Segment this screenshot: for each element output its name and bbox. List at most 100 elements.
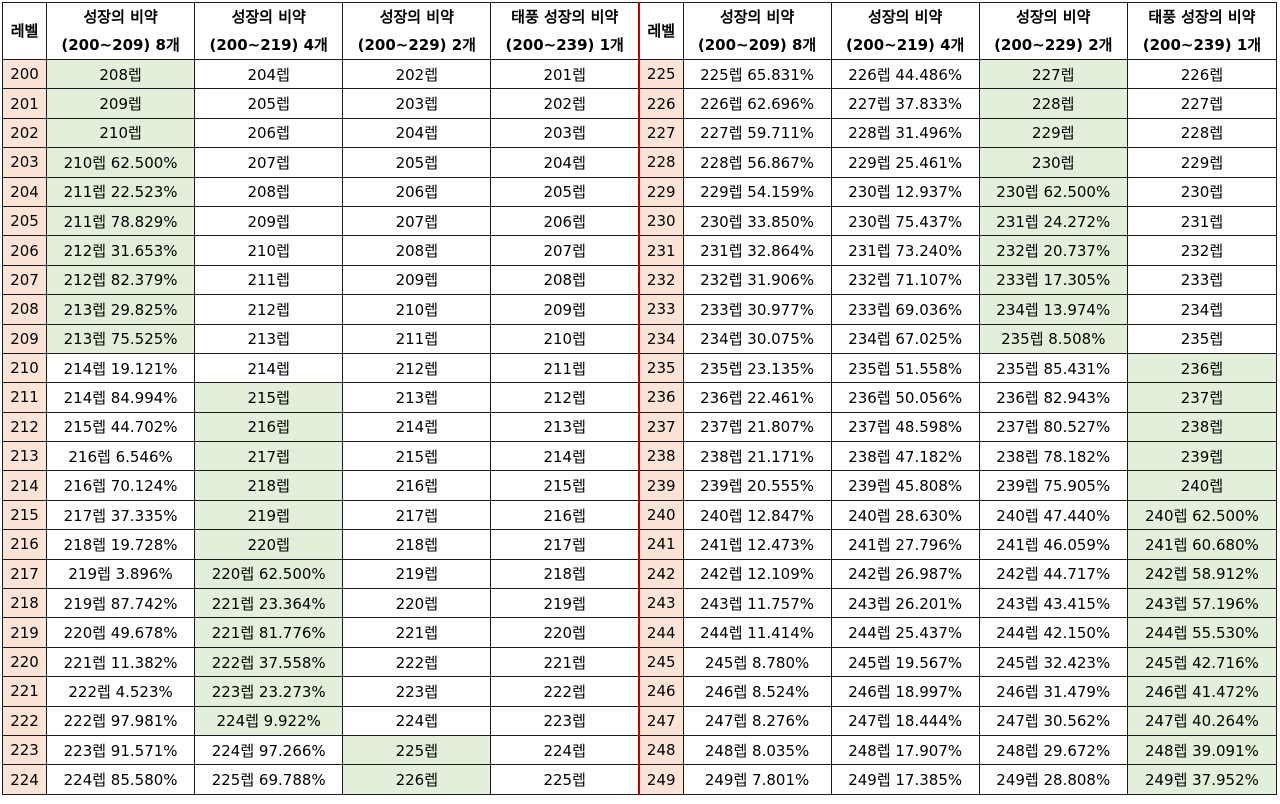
level-cell: 240 (638, 499, 684, 531)
result-cell: 236렙 (1126, 352, 1278, 384)
table-row: 223 223렙 91.571% 224렙 97.266% 225렙 224렙 248 24… (1, 734, 1278, 766)
result-cell: 225렙 65.831% (682, 58, 832, 90)
result-cell: 245렙 32.423% (978, 646, 1128, 678)
result-cell: 213렙 29.825% (46, 294, 196, 325)
result-cell: 237렙 80.527% (978, 411, 1128, 443)
header-col-4-right: 태풍 성장의 비약 (200~239) 1개 (1126, 2, 1278, 60)
header-col-1-right: 성장의 비약 (200~209) 8개 (682, 2, 832, 60)
header-col-2-left: 성장의 비약 (200~219) 4개 (194, 2, 344, 60)
level-cell: 207 (1, 264, 48, 296)
header-title: 성장의 비약 (1016, 8, 1091, 26)
header-col-3-right: 성장의 비약 (200~229) 2개 (978, 2, 1128, 60)
result-cell: 220렙 (342, 588, 492, 619)
result-cell: 235렙 8.508% (978, 323, 1128, 354)
result-cell: 248렙 39.091% (1126, 734, 1278, 766)
result-cell: 213렙 (342, 382, 492, 413)
level-cell: 211 (1, 382, 48, 413)
result-cell: 243렙 11.757% (682, 588, 832, 619)
result-cell: 233렙 30.977% (682, 294, 832, 325)
result-cell: 202렙 (342, 58, 492, 90)
table-row: 212 215렙 44.702% 216렙 214렙 213렙 237 237렙 21.80… (1, 411, 1278, 443)
result-cell: 230렙 75.437% (830, 205, 980, 237)
result-cell: 239렙 45.808% (830, 470, 980, 501)
table-row: 207 212렙 82.379% 211렙 209렙 208렙 232 232렙 31.90… (1, 264, 1278, 296)
table-row: 206 212렙 31.653% 210렙 208렙 207렙 231 231렙 32.86… (1, 235, 1278, 266)
result-cell: 219렙 87.742% (46, 588, 196, 619)
result-cell: 210렙 (194, 235, 344, 266)
result-cell: 216렙 6.546% (46, 441, 196, 472)
result-cell: 215렙 (490, 470, 640, 501)
result-cell: 213렙 (490, 411, 640, 443)
result-cell: 206렙 (194, 117, 344, 149)
result-cell: 237렙 21.807% (682, 411, 832, 443)
result-cell: 204렙 (490, 147, 640, 178)
result-cell: 235렙 85.431% (978, 352, 1128, 384)
result-cell: 234렙 (1126, 294, 1278, 325)
table-row: 204 211렙 22.523% 208렙 206렙 205렙 229 229렙 54.15… (1, 176, 1278, 207)
result-cell: 214렙 19.121% (46, 352, 196, 384)
result-cell: 220렙 (194, 529, 344, 560)
result-cell: 209렙 (490, 294, 640, 325)
level-cell: 238 (638, 441, 684, 472)
level-cell: 213 (1, 441, 48, 472)
result-cell: 210렙 (46, 117, 196, 149)
header-range: (200~239) 1개 (1142, 36, 1262, 54)
table-row: 224 224렙 85.580% 225렙 69.788% 226렙 225렙 249 24… (1, 764, 1278, 795)
result-cell: 242렙 58.912% (1126, 558, 1278, 590)
level-cell: 234 (638, 323, 684, 354)
result-cell: 206렙 (342, 176, 492, 207)
result-cell: 203렙 (342, 88, 492, 119)
result-cell: 234렙 67.025% (830, 323, 980, 354)
result-cell: 226렙 62.696% (682, 88, 832, 119)
header-range: (200~229) 2개 (357, 36, 476, 54)
result-cell: 208렙 (490, 264, 640, 296)
result-cell: 247렙 40.264% (1126, 705, 1278, 736)
table-row: 205 211렙 78.829% 209렙 207렙 206렙 230 230렙 33.85… (1, 205, 1278, 237)
result-cell: 229렙 (978, 117, 1128, 149)
result-cell: 236렙 50.056% (830, 382, 980, 413)
header-title: 태풍 성장의 비약 (1148, 8, 1256, 26)
result-cell: 227렙 59.711% (682, 117, 832, 149)
table-row: 215 217렙 37.335% 219렙 217렙 216렙 240 240렙 12.84… (1, 499, 1278, 531)
result-cell: 233렙 17.305% (978, 264, 1128, 296)
result-cell: 217렙 (342, 499, 492, 531)
header-range: (200~239) 1개 (505, 36, 624, 54)
level-cell: 232 (638, 264, 684, 296)
result-cell: 235렙 51.558% (830, 352, 980, 384)
result-cell: 223렙 (490, 705, 640, 736)
result-cell: 210렙 (342, 294, 492, 325)
header-range: (200~219) 4개 (845, 36, 965, 54)
result-cell: 249렙 28.808% (978, 764, 1128, 795)
result-cell: 242렙 44.717% (978, 558, 1128, 590)
header-title: 성장의 비약 (719, 8, 795, 26)
table-row: 211 214렙 84.994% 215렙 213렙 212렙 236 236렙 22.46… (1, 382, 1278, 413)
result-cell: 219렙 (194, 499, 344, 531)
result-cell: 211렙 (194, 264, 344, 296)
level-cell: 220 (1, 646, 48, 678)
header-title: 성장의 비약 (231, 8, 306, 26)
level-cell: 210 (1, 352, 48, 384)
result-cell: 247렙 8.276% (682, 705, 832, 736)
level-cell: 205 (1, 205, 48, 237)
result-cell: 243렙 26.201% (830, 588, 980, 619)
result-cell: 216렙 (490, 499, 640, 531)
level-cell: 217 (1, 558, 48, 590)
result-cell: 208렙 (46, 58, 196, 90)
level-cell: 215 (1, 499, 48, 531)
result-cell: 203렙 (490, 117, 640, 149)
result-cell: 220렙 49.678% (46, 617, 196, 648)
result-cell: 217렙 (194, 441, 344, 472)
result-cell: 248렙 17.907% (830, 734, 980, 766)
result-cell: 227렙 (1126, 88, 1278, 119)
result-cell: 249렙 17.385% (830, 764, 980, 795)
result-cell: 216렙 70.124% (46, 470, 196, 501)
result-cell: 242렙 26.987% (830, 558, 980, 590)
result-cell: 232렙 (1126, 235, 1278, 266)
result-cell: 227렙 (978, 58, 1128, 90)
result-cell: 241렙 46.059% (978, 529, 1128, 560)
result-cell: 237렙 48.598% (830, 411, 980, 443)
result-cell: 211렙 (342, 323, 492, 354)
level-cell: 245 (638, 646, 684, 678)
result-cell: 231렙 73.240% (830, 235, 980, 266)
